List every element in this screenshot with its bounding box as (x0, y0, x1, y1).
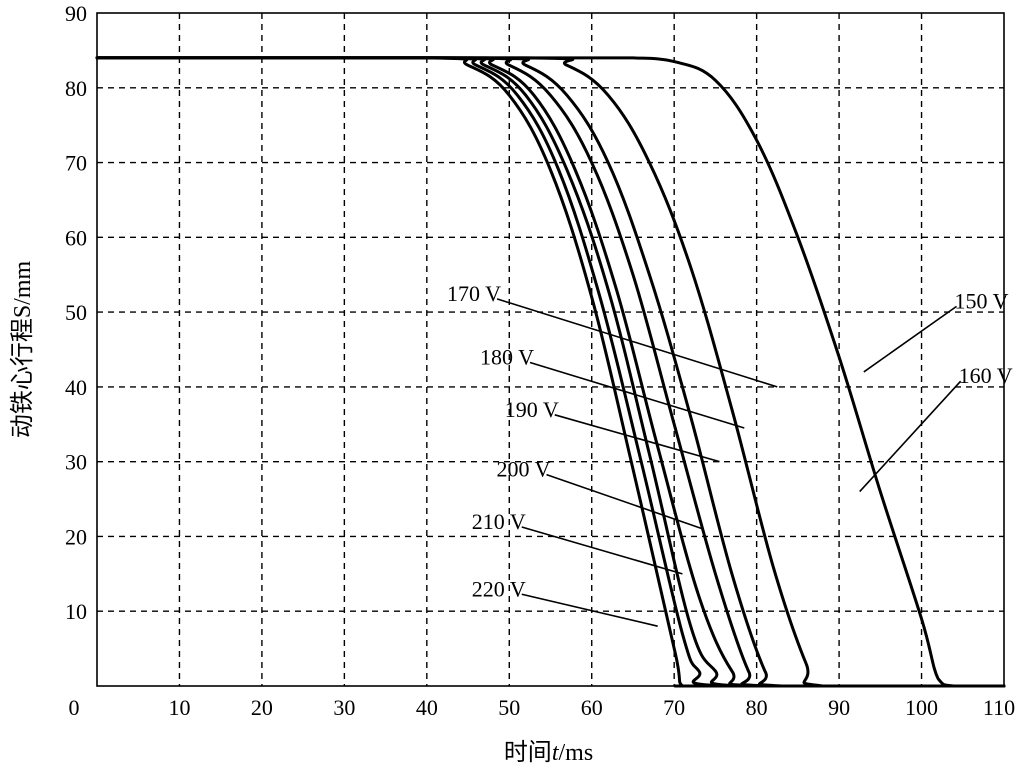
x-axis-title-prefix: 时间 (504, 739, 552, 766)
curve-label-170v: 170 V (447, 281, 501, 306)
curve-label-190v: 190 V (505, 397, 559, 422)
curve-label-200v: 200 V (497, 457, 551, 482)
y-axis-title: 动铁心行程S/mm (9, 260, 36, 438)
x-tick-labels: 0 10 20 30 40 50 60 70 80 90 100 110 (69, 695, 1016, 720)
x-tick-label: 20 (251, 695, 273, 720)
y-tick-label: 60 (65, 225, 87, 250)
leader-line (863, 305, 957, 373)
curve-label-220v: 220 V (472, 576, 526, 601)
x-tick-label: 80 (746, 695, 768, 720)
leader-line (546, 473, 704, 530)
y-tick-label: 70 (65, 151, 87, 176)
x-tick-label: 30 (333, 695, 355, 720)
leader-line (859, 380, 962, 493)
curve-label-150v: 150 V (955, 288, 1009, 313)
y-tick-label: 90 (65, 1, 87, 26)
curve-label-180v: 180 V (480, 344, 534, 369)
x-tick-label: 110 (983, 695, 1015, 720)
x-tick-label: 70 (663, 695, 685, 720)
leader-line (496, 298, 778, 388)
y-tick-label: 50 (65, 300, 87, 325)
leader-line (554, 414, 720, 463)
curve-label-210v: 210 V (472, 509, 526, 534)
y-tick-label: 30 (65, 450, 87, 475)
x-tick-label: 90 (828, 695, 850, 720)
curve-label-160v: 160 V (959, 363, 1013, 388)
curve-150v (95, 56, 1006, 688)
x-tick-label: 40 (416, 695, 438, 720)
x-tick-label: 100 (905, 695, 938, 720)
leader-line (521, 593, 658, 627)
x-tick-label: 50 (498, 695, 520, 720)
y-tick-label: 40 (65, 375, 87, 400)
grid-layer (97, 13, 1004, 686)
y-tick-label: 80 (65, 76, 87, 101)
x-axis-title-unit: /ms (558, 740, 593, 766)
leader-line (521, 526, 683, 575)
plot-frame (96, 12, 1005, 687)
x-axis-title: 时间t/ms (504, 739, 593, 766)
curve-label-layer: 220 V 210 V 200 V 190 V 180 V 170 V 160 V 150 V (447, 281, 1013, 627)
x-tick-label: 60 (581, 695, 603, 720)
x-tick-label: 10 (168, 695, 190, 720)
curve-layer (95, 56, 1006, 688)
leader-line (529, 361, 745, 429)
x-axis-title-var: t (552, 740, 560, 766)
y-tick-label: 10 (65, 599, 87, 624)
y-tick-label: 20 (65, 524, 87, 549)
x-tick-label: 0 (69, 695, 80, 720)
y-tick-labels: 10 20 30 40 50 60 70 80 90 (65, 1, 87, 624)
curve-210v (95, 56, 1006, 688)
